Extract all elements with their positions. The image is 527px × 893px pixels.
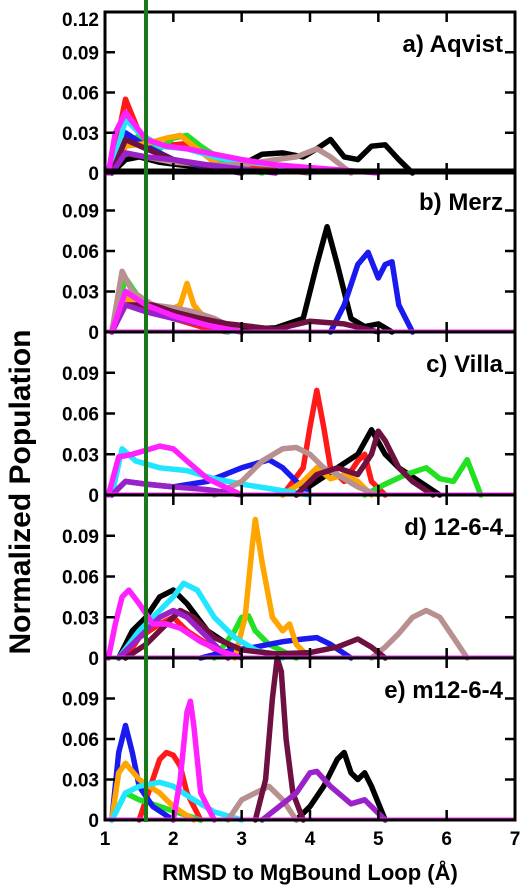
- y-tick-label: 0.03: [62, 283, 99, 304]
- y-tick-label: 0.06: [62, 568, 99, 589]
- panel-5: 0 0.03 0.06 0.09 e) m12-6-4: [62, 655, 517, 832]
- panels-group: 0 0.03 0.06 0.09 0.12 a) Aqvist 0 0.03 0.06 0.09 b…: [62, 0, 520, 850]
- series-line-magenta: [109, 288, 245, 335]
- y-tick-label: 0.03: [62, 445, 99, 466]
- series-line-blue: [109, 722, 177, 823]
- y-tick-label: 0.03: [62, 771, 99, 792]
- series-line-maroon: [293, 428, 436, 498]
- series-line-magenta: [105, 587, 245, 661]
- panel-3: 0 0.03 0.06 0.09 c) Villa: [62, 330, 517, 507]
- x-tick-label: 2: [168, 829, 179, 850]
- panel-title: d) 12-6-4: [404, 514, 503, 541]
- y-tick-label: 0.09: [62, 364, 99, 385]
- series-line-brown: [368, 607, 470, 661]
- panel-title: b) Merz: [419, 189, 503, 216]
- y-tick-label: 0.09: [62, 43, 99, 64]
- series-line-violet: [115, 607, 231, 661]
- y-tick-label: 0.03: [62, 608, 99, 629]
- y-tick-label: 0.09: [62, 202, 99, 223]
- series-line-orange: [279, 465, 375, 498]
- panel-2: 0 0.03 0.06 0.09 b) Merz: [62, 168, 517, 344]
- series-line-violet: [109, 478, 245, 498]
- y-axis-title: Normalized Population: [4, 329, 37, 654]
- x-tick-label: 6: [441, 829, 452, 850]
- x-tick-label: 1: [100, 829, 111, 850]
- series-line-black: [293, 427, 443, 498]
- panel-4: 0 0.03 0.06 0.09 d) 12-6-4: [62, 493, 517, 670]
- series-line-red: [136, 749, 204, 823]
- series-line-maroon: [109, 302, 382, 335]
- y-tick-label: 0.09: [62, 527, 99, 548]
- y-tick-label: 0: [88, 811, 99, 832]
- y-tick-label: 0.09: [62, 690, 99, 711]
- series-line-orange: [232, 516, 313, 661]
- y-tick-label: 0.06: [62, 242, 99, 263]
- y-tick-label: 0.06: [62, 730, 99, 751]
- y-tick-label: 0: [88, 486, 99, 507]
- series-line-orange: [109, 132, 245, 176]
- x-tick-label: 7: [510, 829, 521, 850]
- series-line-violet: [259, 768, 388, 823]
- panel-title: c) Villa: [426, 351, 504, 378]
- panel-1: 0 0.03 0.06 0.09 0.12 a) Aqvist: [62, 10, 517, 185]
- x-tick-label: 4: [305, 829, 316, 850]
- y-tick-label: 0.12: [62, 10, 99, 31]
- series-line-blue: [327, 249, 416, 335]
- y-tick-label: 0: [88, 649, 99, 670]
- y-tick-label: 0.06: [62, 84, 99, 105]
- series-line-green: [211, 613, 300, 661]
- x-axis-title: RMSD to MgBound Loop (Å): [162, 859, 458, 885]
- series-line-magenta: [105, 443, 245, 498]
- series-line-magenta: [170, 698, 218, 823]
- y-tick-label: 0.06: [62, 405, 99, 426]
- panel-title: e) m12-6-4: [384, 677, 503, 704]
- series-line-brown: [211, 444, 382, 498]
- series-line-maroon: [252, 655, 306, 823]
- x-tick-label: 3: [236, 829, 247, 850]
- x-tick-label: 5: [373, 829, 384, 850]
- series-line-black: [293, 749, 388, 823]
- y-tick-label: 0: [88, 164, 99, 185]
- y-tick-label: 0.03: [62, 124, 99, 145]
- y-tick-label: 0: [88, 323, 99, 344]
- series-line-green: [361, 456, 484, 498]
- panel-title: a) Aqvist: [403, 31, 503, 58]
